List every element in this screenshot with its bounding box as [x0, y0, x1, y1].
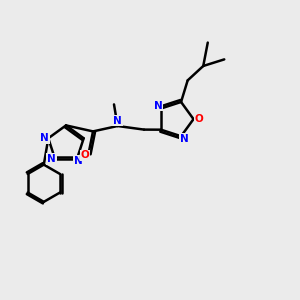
Text: O: O: [194, 114, 203, 124]
Text: O: O: [80, 150, 89, 161]
Text: N: N: [40, 133, 49, 143]
Text: N: N: [113, 116, 122, 126]
Text: N: N: [47, 154, 56, 164]
Text: N: N: [154, 100, 162, 110]
Text: N: N: [74, 155, 83, 166]
Text: N: N: [180, 134, 188, 144]
